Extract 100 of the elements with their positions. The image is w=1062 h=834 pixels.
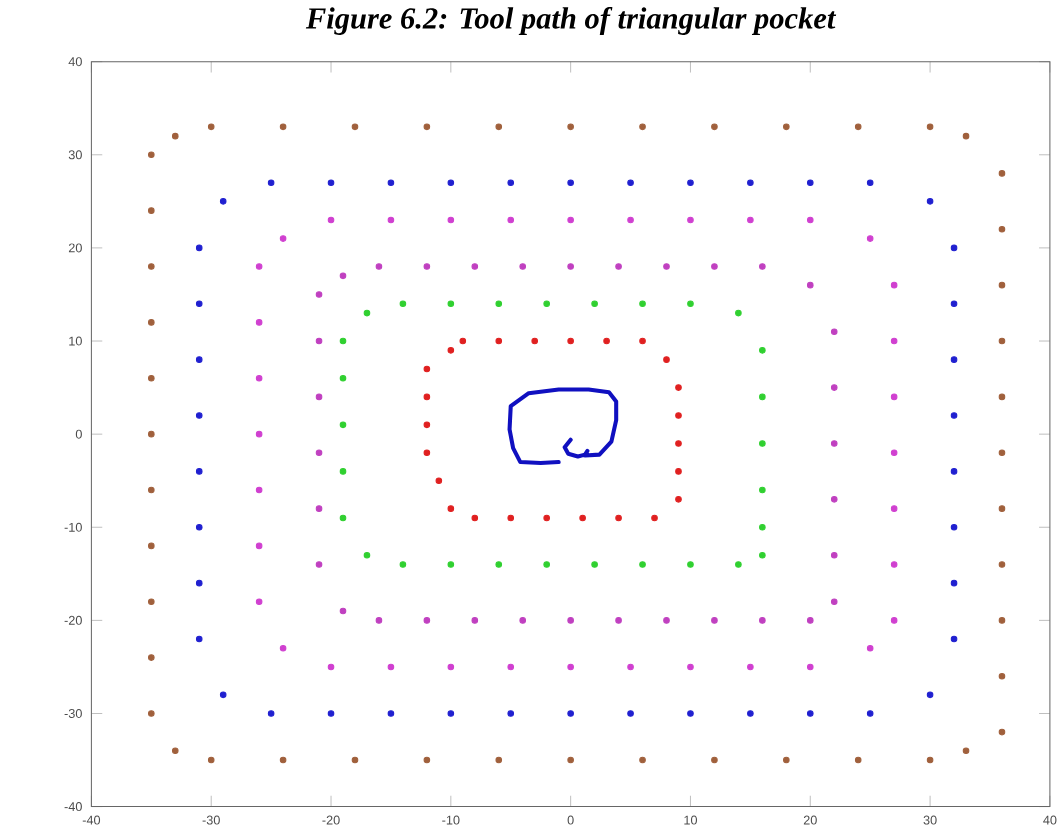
- point: [890, 617, 898, 625]
- point: [171, 133, 179, 140]
- point: [783, 123, 790, 131]
- point: [399, 300, 407, 308]
- point: [950, 580, 958, 587]
- point: [459, 338, 467, 345]
- point: [255, 375, 263, 382]
- point: [447, 663, 455, 671]
- point: [998, 561, 1006, 569]
- point: [507, 514, 515, 522]
- point: [148, 431, 155, 438]
- point: [195, 244, 203, 252]
- point: [806, 710, 814, 718]
- point: [315, 338, 323, 345]
- point: [339, 514, 347, 522]
- point: [591, 561, 598, 569]
- point: [255, 542, 263, 550]
- point: [627, 663, 634, 671]
- point: [363, 552, 371, 559]
- point: [890, 449, 898, 457]
- point: [255, 319, 263, 327]
- point: [255, 598, 263, 606]
- point: [759, 347, 766, 354]
- point: [327, 710, 335, 718]
- point: [447, 561, 455, 569]
- point: [339, 468, 347, 476]
- point: [639, 300, 646, 308]
- point: [603, 338, 610, 345]
- point: [507, 179, 515, 187]
- point: [627, 179, 634, 187]
- point: [495, 757, 503, 764]
- point: [279, 757, 287, 764]
- point: [315, 449, 323, 457]
- point: [854, 123, 862, 131]
- point: [387, 217, 395, 224]
- point: [567, 217, 574, 224]
- point: [687, 300, 694, 308]
- point: [447, 300, 455, 308]
- point: [759, 393, 766, 401]
- point: [148, 319, 155, 327]
- point: [806, 282, 814, 289]
- point: [998, 505, 1006, 513]
- point: [962, 133, 970, 140]
- point: [806, 617, 814, 625]
- point: [315, 393, 323, 401]
- point: [639, 757, 646, 764]
- point: [866, 710, 874, 718]
- point: [806, 217, 814, 224]
- point: [998, 170, 1006, 178]
- point: [423, 123, 431, 131]
- point: [687, 663, 694, 671]
- point: [687, 561, 694, 569]
- point: [830, 496, 838, 503]
- point: [423, 757, 431, 764]
- point: [339, 375, 347, 382]
- point: [327, 663, 335, 671]
- point: [711, 617, 718, 625]
- point: [279, 123, 287, 131]
- point: [663, 617, 670, 625]
- point: [950, 244, 958, 252]
- point: [687, 217, 694, 224]
- point: [423, 421, 431, 429]
- point: [866, 179, 874, 187]
- point: [854, 757, 862, 764]
- point: [148, 375, 155, 382]
- point: [866, 645, 874, 652]
- point: [639, 338, 646, 345]
- point: [759, 487, 766, 494]
- point: [195, 300, 203, 308]
- point: [675, 412, 682, 420]
- point: [890, 282, 898, 289]
- point: [579, 514, 586, 522]
- point: [890, 505, 898, 513]
- point: [339, 338, 347, 345]
- point: [351, 757, 359, 764]
- point: [627, 217, 634, 224]
- point: [747, 179, 754, 187]
- point: [783, 757, 790, 764]
- point: [567, 263, 574, 271]
- point: [711, 123, 718, 131]
- point: [423, 449, 431, 457]
- point: [567, 123, 574, 131]
- point: [507, 710, 515, 718]
- point: [423, 393, 431, 401]
- point: [495, 338, 503, 345]
- point: [663, 263, 670, 271]
- point: [423, 617, 431, 625]
- point: [998, 617, 1006, 625]
- point: [806, 179, 814, 187]
- point: [675, 384, 682, 392]
- point: [423, 366, 431, 373]
- point: [651, 514, 658, 522]
- point: [591, 300, 598, 308]
- chart-title: Figure 6.2: Tool path of triangular pocket: [305, 7, 837, 36]
- point: [471, 514, 479, 522]
- point: [339, 272, 347, 280]
- point: [387, 710, 395, 718]
- point: [830, 598, 838, 606]
- point: [615, 617, 622, 625]
- point: [830, 384, 838, 392]
